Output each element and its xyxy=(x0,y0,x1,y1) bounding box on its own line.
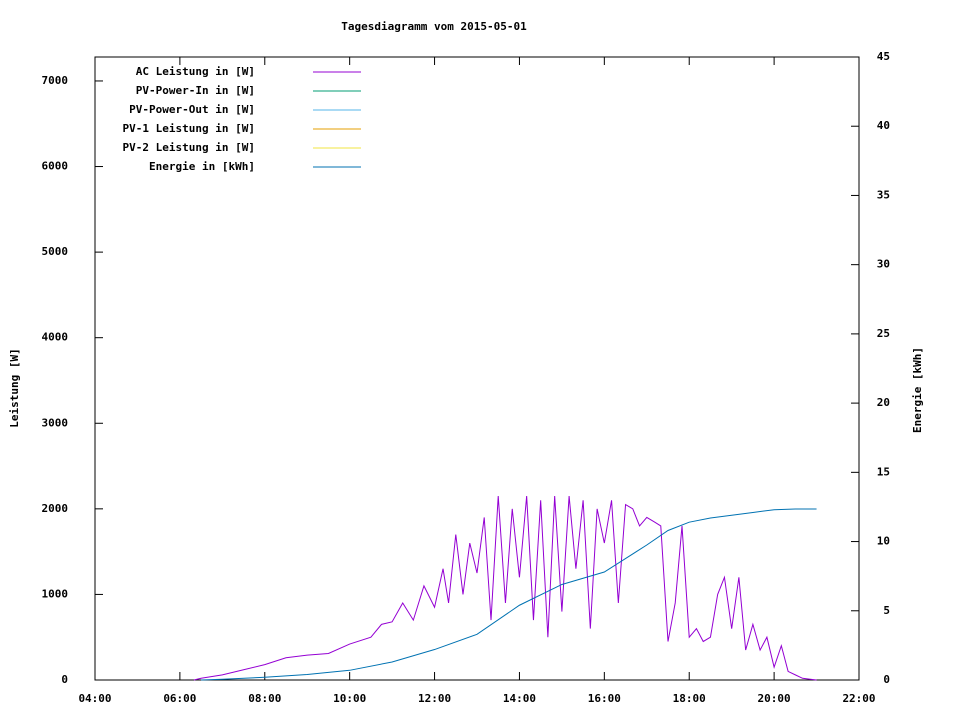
y2-tick-label: 30 xyxy=(877,258,890,271)
y-tick-label: 6000 xyxy=(42,160,69,173)
x-tick-label: 20:00 xyxy=(758,692,791,705)
x-tick-label: 14:00 xyxy=(503,692,536,705)
x-tick-label: 16:00 xyxy=(588,692,621,705)
y2-axis-label: Energie [kWh] xyxy=(911,347,924,433)
y-tick-label: 3000 xyxy=(42,416,69,429)
y2-tick-label: 35 xyxy=(877,188,890,201)
x-tick-label: 18:00 xyxy=(673,692,706,705)
x-tick-label: 08:00 xyxy=(248,692,281,705)
x-tick-label: 04:00 xyxy=(78,692,111,705)
plot-frame xyxy=(94,56,860,681)
legend-label: Energie in [kWh] xyxy=(149,160,255,173)
y-tick-label: 7000 xyxy=(42,74,69,87)
y2-tick-label: 5 xyxy=(883,604,890,617)
y-tick-label: 0 xyxy=(61,673,68,686)
y2-tick-label: 45 xyxy=(877,50,890,63)
y2-tick-label: 10 xyxy=(877,535,890,548)
y-tick-label: 5000 xyxy=(42,245,69,258)
y-tick-label: 4000 xyxy=(42,331,69,344)
chart-title: Tagesdiagramm vom 2015-05-01 xyxy=(341,20,527,33)
x-tick-label: 22:00 xyxy=(842,692,875,705)
y-axis-label: Leistung [W] xyxy=(8,348,21,427)
series-line xyxy=(193,495,817,681)
x-tick-label: 06:00 xyxy=(163,692,196,705)
legend-label: PV-2 Leistung in [W] xyxy=(123,141,255,154)
y2-tick-label: 40 xyxy=(877,119,890,132)
legend-label: PV-Power-In in [W] xyxy=(136,84,255,97)
y2-tick-label: 0 xyxy=(883,673,890,686)
y2-tick-label: 25 xyxy=(877,327,890,340)
y-tick-label: 2000 xyxy=(42,502,69,515)
x-tick-label: 12:00 xyxy=(418,692,451,705)
y2-tick-label: 15 xyxy=(877,465,890,478)
legend-label: PV-Power-Out in [W] xyxy=(129,103,255,116)
legend-label: PV-1 Leistung in [W] xyxy=(123,122,255,135)
y-tick-label: 1000 xyxy=(42,587,69,600)
y2-tick-label: 20 xyxy=(877,396,890,409)
legend-label: AC Leistung in [W] xyxy=(136,65,255,78)
x-tick-label: 10:00 xyxy=(333,692,366,705)
series-line xyxy=(201,508,817,681)
